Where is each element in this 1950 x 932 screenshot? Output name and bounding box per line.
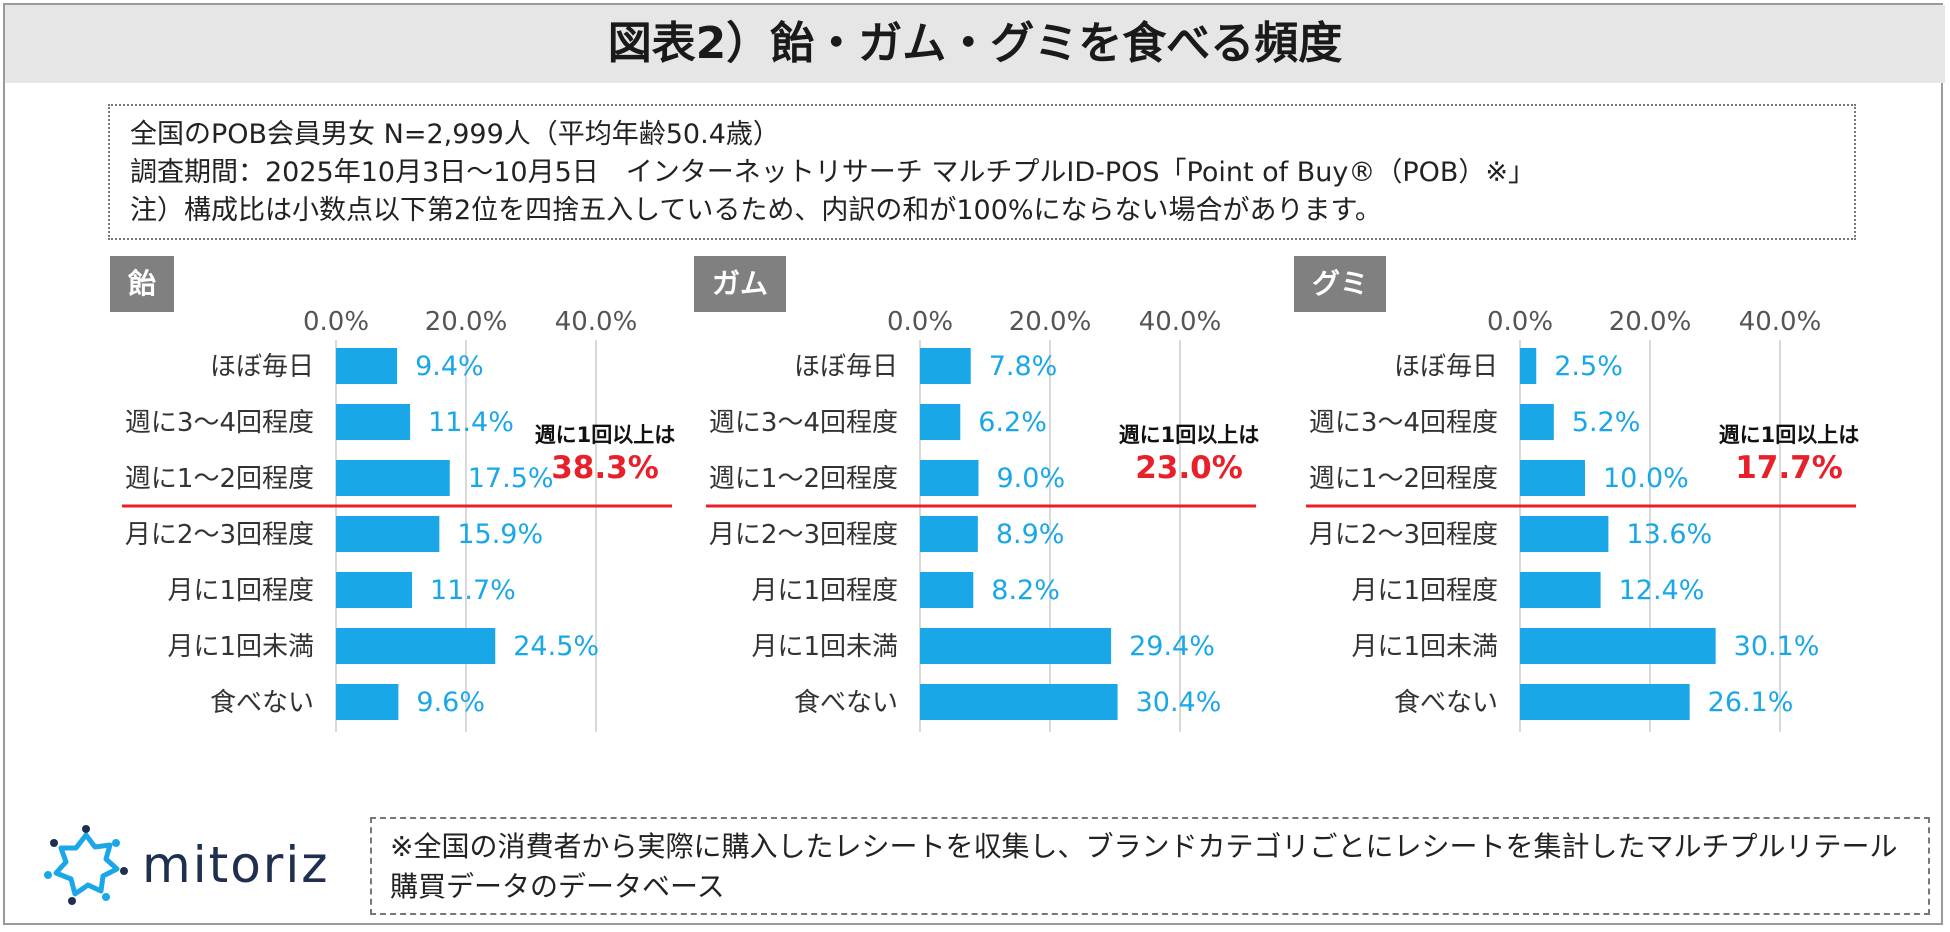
- category-label: 週に3～4回程度: [1309, 408, 1498, 438]
- weekly-summary-label: 週に1回以上は: [1119, 423, 1260, 447]
- category-label: 月に1回程度: [167, 576, 314, 606]
- value-label: 10.0%: [1603, 463, 1689, 494]
- value-label: 2.5%: [1554, 351, 1623, 382]
- bar-1: [920, 404, 961, 440]
- chart-ame-plot: 0.0% 20.0% 40.0% ほぼ毎日 9.4% 週に3～4回程度 11.4% 週に1～2…: [122, 307, 676, 732]
- bar-6: [1520, 684, 1690, 720]
- category-label: 食べない: [210, 688, 314, 718]
- value-label: 30.4%: [1136, 687, 1222, 718]
- category-label: 週に1～2回程度: [1309, 464, 1498, 494]
- category-label: 月に2～3回程度: [125, 520, 314, 550]
- bar-0: [336, 348, 398, 384]
- logo-text: mitoriz: [142, 836, 330, 894]
- category-label: 食べない: [1394, 688, 1498, 718]
- value-label: 9.6%: [416, 687, 485, 718]
- chart-gum-plot: 0.0% 20.0% 40.0% ほぼ毎日 7.8% 週に3～4回程度 6.2% 週に1～2回…: [706, 307, 1260, 732]
- category-label: 週に1～2回程度: [125, 464, 314, 494]
- pob-footnote: ※全国の消費者から実際に購入したレシートを収集し、ブランドカテゴリごとにレシート…: [370, 817, 1930, 915]
- bar-5: [1520, 628, 1716, 664]
- value-label: 15.9%: [457, 519, 543, 550]
- value-label: 6.2%: [978, 407, 1047, 438]
- category-label: 週に3～4回程度: [709, 408, 898, 438]
- category-label: 週に1～2回程度: [709, 464, 898, 494]
- weekly-summary-value: 38.3%: [551, 450, 659, 486]
- weekly-summary-value: 23.0%: [1135, 450, 1243, 486]
- bar-2: [920, 460, 979, 496]
- bar-5: [336, 628, 496, 664]
- value-label: 29.4%: [1129, 631, 1215, 662]
- logo-mark-icon: [44, 825, 128, 905]
- category-label: 月に1回未満: [751, 632, 898, 662]
- x-tick-label: 20.0%: [1609, 307, 1692, 337]
- category-label: 食べない: [794, 688, 898, 718]
- x-tick-label: 0.0%: [1487, 307, 1553, 337]
- weekly-summary-label: 週に1回以上は: [1719, 423, 1860, 447]
- value-label: 8.2%: [991, 575, 1060, 606]
- chart-ame: 0.0% 20.0% 40.0% ほぼ毎日 9.4% 週に3～4回程度 11.4% 週に1～2…: [110, 256, 700, 776]
- bar-0: [1520, 348, 1537, 384]
- value-label: 9.0%: [997, 463, 1066, 494]
- bar-4: [920, 572, 974, 608]
- weekly-summary-value: 17.7%: [1735, 450, 1843, 486]
- bar-1: [336, 404, 411, 440]
- bar-3: [1520, 516, 1609, 552]
- category-label: 週に3～4回程度: [125, 408, 314, 438]
- chart-gum-label: ガム: [694, 256, 787, 312]
- category-label: 月に1回程度: [751, 576, 898, 606]
- bar-4: [1520, 572, 1601, 608]
- value-label: 11.7%: [430, 575, 516, 606]
- bar-6: [336, 684, 399, 720]
- chart-gummy-label: グミ: [1294, 256, 1387, 312]
- value-label: 17.5%: [468, 463, 554, 494]
- page-title: 図表2）飴・ガム・グミを食べる頻度: [607, 18, 1343, 69]
- mitoriz-logo: mitoriz: [38, 820, 338, 910]
- category-label: 月に1回程度: [1351, 576, 1498, 606]
- title-bar: 図表2）飴・ガム・グミを食べる頻度: [5, 5, 1945, 83]
- category-label: ほぼ毎日: [794, 352, 898, 382]
- x-tick-label: 40.0%: [555, 307, 638, 337]
- x-tick-label: 40.0%: [1139, 307, 1222, 337]
- value-label: 5.2%: [1572, 407, 1641, 438]
- bar-5: [920, 628, 1112, 664]
- bar-0: [920, 348, 971, 384]
- chart-gummy-plot: 0.0% 20.0% 40.0% ほぼ毎日 2.5% 週に3～4回程度 5.2% 週に1～2回…: [1306, 307, 1860, 732]
- survey-info-box: 全国のPOB会員男女 N=2,999人（平均年齢50.4歳） 調査期間：2025…: [108, 104, 1856, 240]
- value-label: 11.4%: [428, 407, 514, 438]
- category-label: ほぼ毎日: [1394, 352, 1498, 382]
- value-label: 9.4%: [415, 351, 484, 382]
- value-label: 26.1%: [1708, 687, 1794, 718]
- chart-ame-label: 飴: [110, 256, 175, 312]
- survey-note-line: 注）構成比は小数点以下第2位を四捨五入しているため、内訳の和が100%にならない…: [130, 195, 1382, 226]
- category-label: ほぼ毎日: [210, 352, 314, 382]
- x-tick-label: 0.0%: [887, 307, 953, 337]
- bar-2: [336, 460, 450, 496]
- category-label: 月に2～3回程度: [709, 520, 898, 550]
- bar-4: [336, 572, 413, 608]
- value-label: 13.6%: [1626, 519, 1712, 550]
- bar-3: [920, 516, 978, 552]
- x-tick-label: 20.0%: [1009, 307, 1092, 337]
- category-label: 月に2～3回程度: [1309, 520, 1498, 550]
- survey-sample-line: 全国のPOB会員男女 N=2,999人（平均年齢50.4歳）: [130, 119, 780, 150]
- x-tick-label: 40.0%: [1739, 307, 1822, 337]
- bar-3: [336, 516, 440, 552]
- weekly-summary-label: 週に1回以上は: [535, 423, 676, 447]
- value-label: 12.4%: [1619, 575, 1705, 606]
- value-label: 7.8%: [989, 351, 1058, 382]
- value-label: 30.1%: [1734, 631, 1820, 662]
- chart-gum: 0.0% 20.0% 40.0% ほぼ毎日 7.8% 週に3～4回程度 6.2% 週に1～2回…: [694, 256, 1284, 776]
- bar-2: [1520, 460, 1585, 496]
- value-label: 24.5%: [513, 631, 599, 662]
- survey-period-line: 調査期間：2025年10月3日～10月5日 インターネットリサーチ マルチプルI…: [130, 157, 1536, 188]
- chart-gummy: 0.0% 20.0% 40.0% ほぼ毎日 2.5% 週に3～4回程度 5.2% 週に1～2回…: [1294, 256, 1884, 776]
- category-label: 月に1回未満: [1351, 632, 1498, 662]
- bar-1: [1520, 404, 1554, 440]
- category-label: 月に1回未満: [167, 632, 314, 662]
- bar-6: [920, 684, 1118, 720]
- outer-frame: [3, 3, 1943, 925]
- x-tick-label: 0.0%: [303, 307, 369, 337]
- x-tick-label: 20.0%: [425, 307, 508, 337]
- value-label: 8.9%: [996, 519, 1065, 550]
